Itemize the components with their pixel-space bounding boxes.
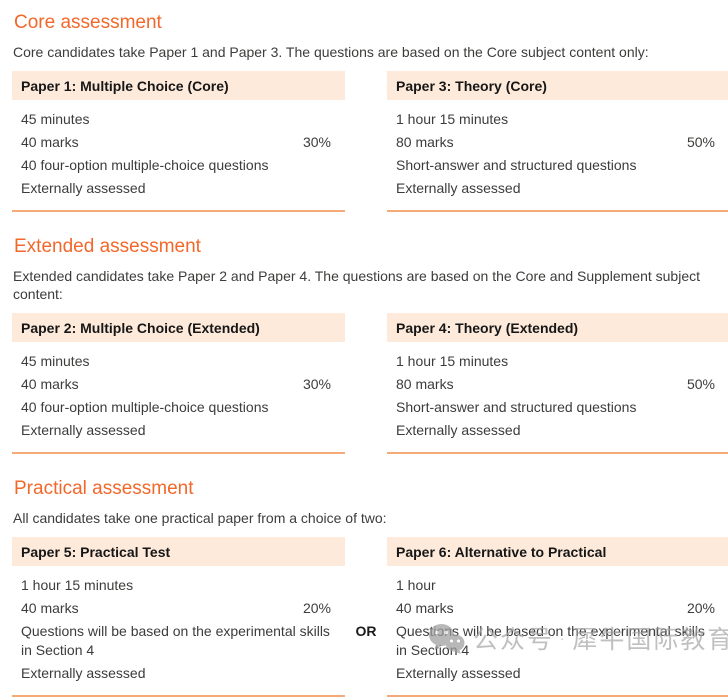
marks-row: 40 marks 20% [21, 599, 331, 618]
section-intro: Core candidates take Paper 1 and Paper 3… [13, 44, 649, 60]
duration-row: 1 hour 15 minutes [396, 111, 509, 127]
cards-row: Paper 5: Practical Test 1 hour 15 minute… [12, 537, 728, 697]
marks-row: 80 marks 50% [396, 133, 715, 152]
paper-card-details: 1 hour 15 minutes 80 marks 50% Short-ans… [387, 110, 728, 204]
section-heading: Practical assessment [14, 478, 194, 499]
cards-row: Paper 1: Multiple Choice (Core) 45 minut… [12, 71, 728, 212]
paper-title: Paper 4: Theory (Extended) [396, 319, 579, 336]
assessment-row: Externally assessed [396, 665, 521, 681]
description-row: Short-answer and structured questions [396, 399, 637, 415]
marks-value: 80 marks [396, 376, 454, 392]
section-intro: All candidates take one practical paper … [13, 510, 387, 526]
assessment-row: Externally assessed [21, 665, 146, 681]
paper-card-header: Paper 6: Alternative to Practical [387, 537, 728, 566]
paper-card-header: Paper 4: Theory (Extended) [387, 313, 728, 342]
weighting-value: 20% [302, 600, 331, 616]
section-heading: Extended assessment [14, 236, 201, 257]
duration-row: 45 minutes [21, 353, 90, 369]
paper-title: Paper 2: Multiple Choice (Extended) [21, 319, 260, 336]
marks-row: 40 marks 30% [21, 133, 331, 152]
assessment-row: Externally assessed [21, 422, 146, 438]
paper-card-details: 1 hour 40 marks 20% Questions will be ba… [387, 576, 728, 689]
or-connector: OR [355, 623, 377, 639]
duration-row: 1 hour [396, 577, 436, 593]
connector-cell [345, 313, 387, 454]
marks-value: 40 marks [21, 376, 79, 392]
weighting-value: 50% [686, 134, 715, 150]
duration-row: 1 hour 15 minutes [21, 577, 134, 593]
assessment-row: Externally assessed [396, 180, 521, 196]
weighting-value: 30% [302, 134, 331, 150]
marks-row: 40 marks 30% [21, 375, 331, 394]
description-row: Questions will be based on the experimen… [21, 623, 330, 658]
paper-card-details: 45 minutes 40 marks 30% 40 four-option m… [12, 110, 345, 204]
paper-card-5: Paper 5: Practical Test 1 hour 15 minute… [12, 537, 345, 697]
paper-card-details: 1 hour 15 minutes 80 marks 50% Short-ans… [387, 352, 728, 446]
paper-card-header: Paper 1: Multiple Choice (Core) [12, 71, 345, 100]
description-row: 40 four-option multiple-choice questions [21, 399, 269, 415]
marks-value: 40 marks [21, 134, 79, 150]
weighting-value: 30% [302, 376, 331, 392]
paper-card-header: Paper 5: Practical Test [12, 537, 345, 566]
description-row: Short-answer and structured questions [396, 157, 637, 173]
duration-row: 45 minutes [21, 111, 90, 127]
section-practical: Practical assessment All candidates take… [12, 478, 728, 697]
assessment-row: Externally assessed [396, 422, 521, 438]
paper-card-header: Paper 2: Multiple Choice (Extended) [12, 313, 345, 342]
assessment-row: Externally assessed [21, 180, 146, 196]
paper-title: Paper 6: Alternative to Practical [396, 543, 607, 560]
paper-card-3: Paper 3: Theory (Core) 1 hour 15 minutes… [387, 71, 728, 212]
weighting-value: 20% [686, 600, 715, 616]
section-intro: Extended candidates take Paper 2 and Pap… [13, 268, 700, 302]
paper-card-details: 1 hour 15 minutes 40 marks 20% Questions… [12, 576, 345, 689]
paper-title: Paper 5: Practical Test [21, 543, 171, 560]
paper-card-1: Paper 1: Multiple Choice (Core) 45 minut… [12, 71, 345, 212]
cards-row: Paper 2: Multiple Choice (Extended) 45 m… [12, 313, 728, 454]
weighting-value: 50% [686, 376, 715, 392]
description-row: 40 four-option multiple-choice questions [21, 157, 269, 173]
marks-row: 80 marks 50% [396, 375, 715, 394]
section-core: Core assessment Core candidates take Pap… [12, 12, 728, 212]
paper-card-4: Paper 4: Theory (Extended) 1 hour 15 min… [387, 313, 728, 454]
marks-row: 40 marks 20% [396, 599, 715, 618]
marks-value: 80 marks [396, 134, 454, 150]
connector-cell [345, 71, 387, 212]
paper-card-header: Paper 3: Theory (Core) [387, 71, 728, 100]
paper-title: Paper 1: Multiple Choice (Core) [21, 77, 229, 94]
paper-card-2: Paper 2: Multiple Choice (Extended) 45 m… [12, 313, 345, 454]
marks-value: 40 marks [21, 600, 79, 616]
paper-card-6: Paper 6: Alternative to Practical 1 hour… [387, 537, 728, 697]
section-extended: Extended assessment Extended candidates … [12, 236, 728, 454]
marks-value: 40 marks [396, 600, 454, 616]
section-heading: Core assessment [14, 12, 162, 33]
paper-title: Paper 3: Theory (Core) [396, 77, 547, 94]
duration-row: 1 hour 15 minutes [396, 353, 509, 369]
description-row: Questions will be based on the experimen… [396, 623, 705, 658]
paper-card-details: 45 minutes 40 marks 30% 40 four-option m… [12, 352, 345, 446]
